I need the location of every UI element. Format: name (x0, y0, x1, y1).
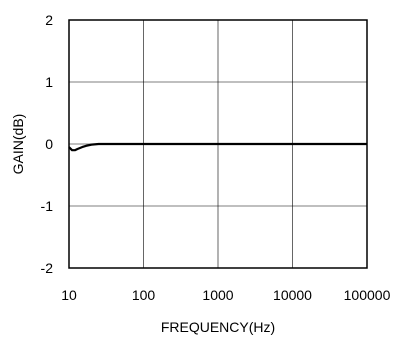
series-layer (68, 142, 367, 152)
x-tick-label: 10000 (273, 287, 312, 303)
x-tick-label: 100 (132, 287, 156, 303)
y-tick-label: 0 (45, 136, 53, 152)
x-axis-label: FREQUENCY(Hz) (161, 319, 275, 335)
x-tick-label: 1000 (202, 287, 233, 303)
x-tick-label: 10 (61, 287, 77, 303)
y-axis-label: GAIN(dB) (10, 114, 26, 175)
gain-series-line (68, 142, 367, 152)
y-tick-label: -1 (41, 198, 54, 214)
y-tick-label: -2 (41, 260, 54, 276)
y-tick-label: 2 (45, 12, 53, 28)
y-tick-label: 1 (45, 74, 53, 90)
x-tick-label: 100000 (344, 287, 391, 303)
